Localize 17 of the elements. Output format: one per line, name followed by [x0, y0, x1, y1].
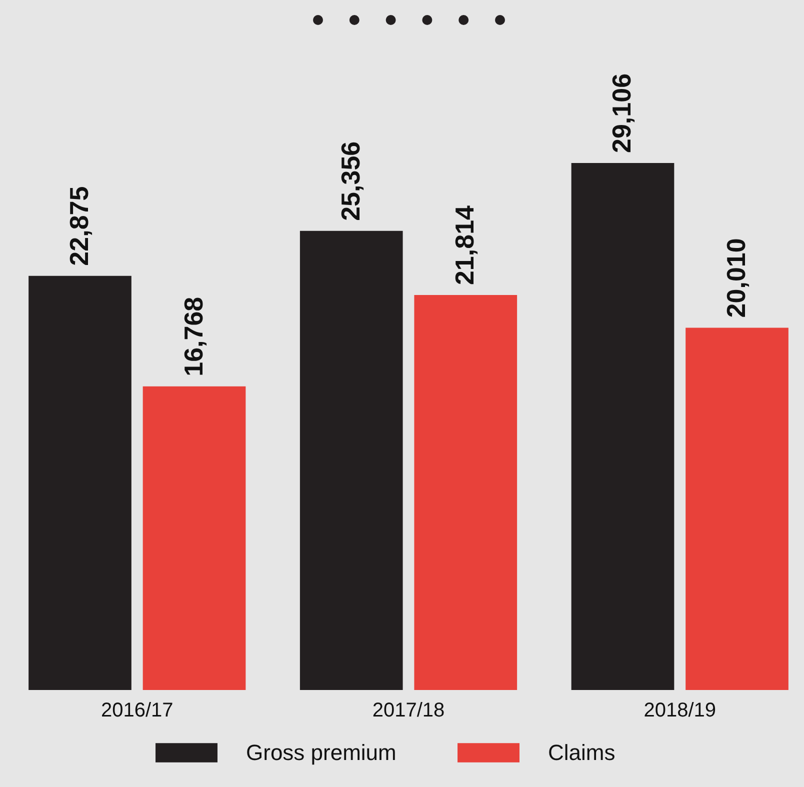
legend-label: Claims	[548, 740, 616, 765]
bar	[686, 328, 788, 690]
bar	[28, 276, 132, 690]
x-tick-label: 2018/19	[644, 700, 716, 722]
bar	[300, 230, 403, 690]
bar	[414, 295, 518, 690]
x-tick-label: 2016/17	[100, 700, 174, 722]
data-label: 16,768	[178, 296, 208, 376]
data-label: 21,814	[450, 204, 480, 286]
legend-label: Gross premium	[246, 740, 396, 765]
bar	[142, 386, 246, 690]
x-tick-label: 2017/18	[372, 700, 445, 722]
data-label: 29,106	[606, 73, 637, 153]
data-label: 25,356	[335, 141, 366, 221]
data-label: 22,875	[64, 186, 94, 266]
data-label: 20,010	[721, 238, 752, 318]
bar	[571, 163, 674, 690]
